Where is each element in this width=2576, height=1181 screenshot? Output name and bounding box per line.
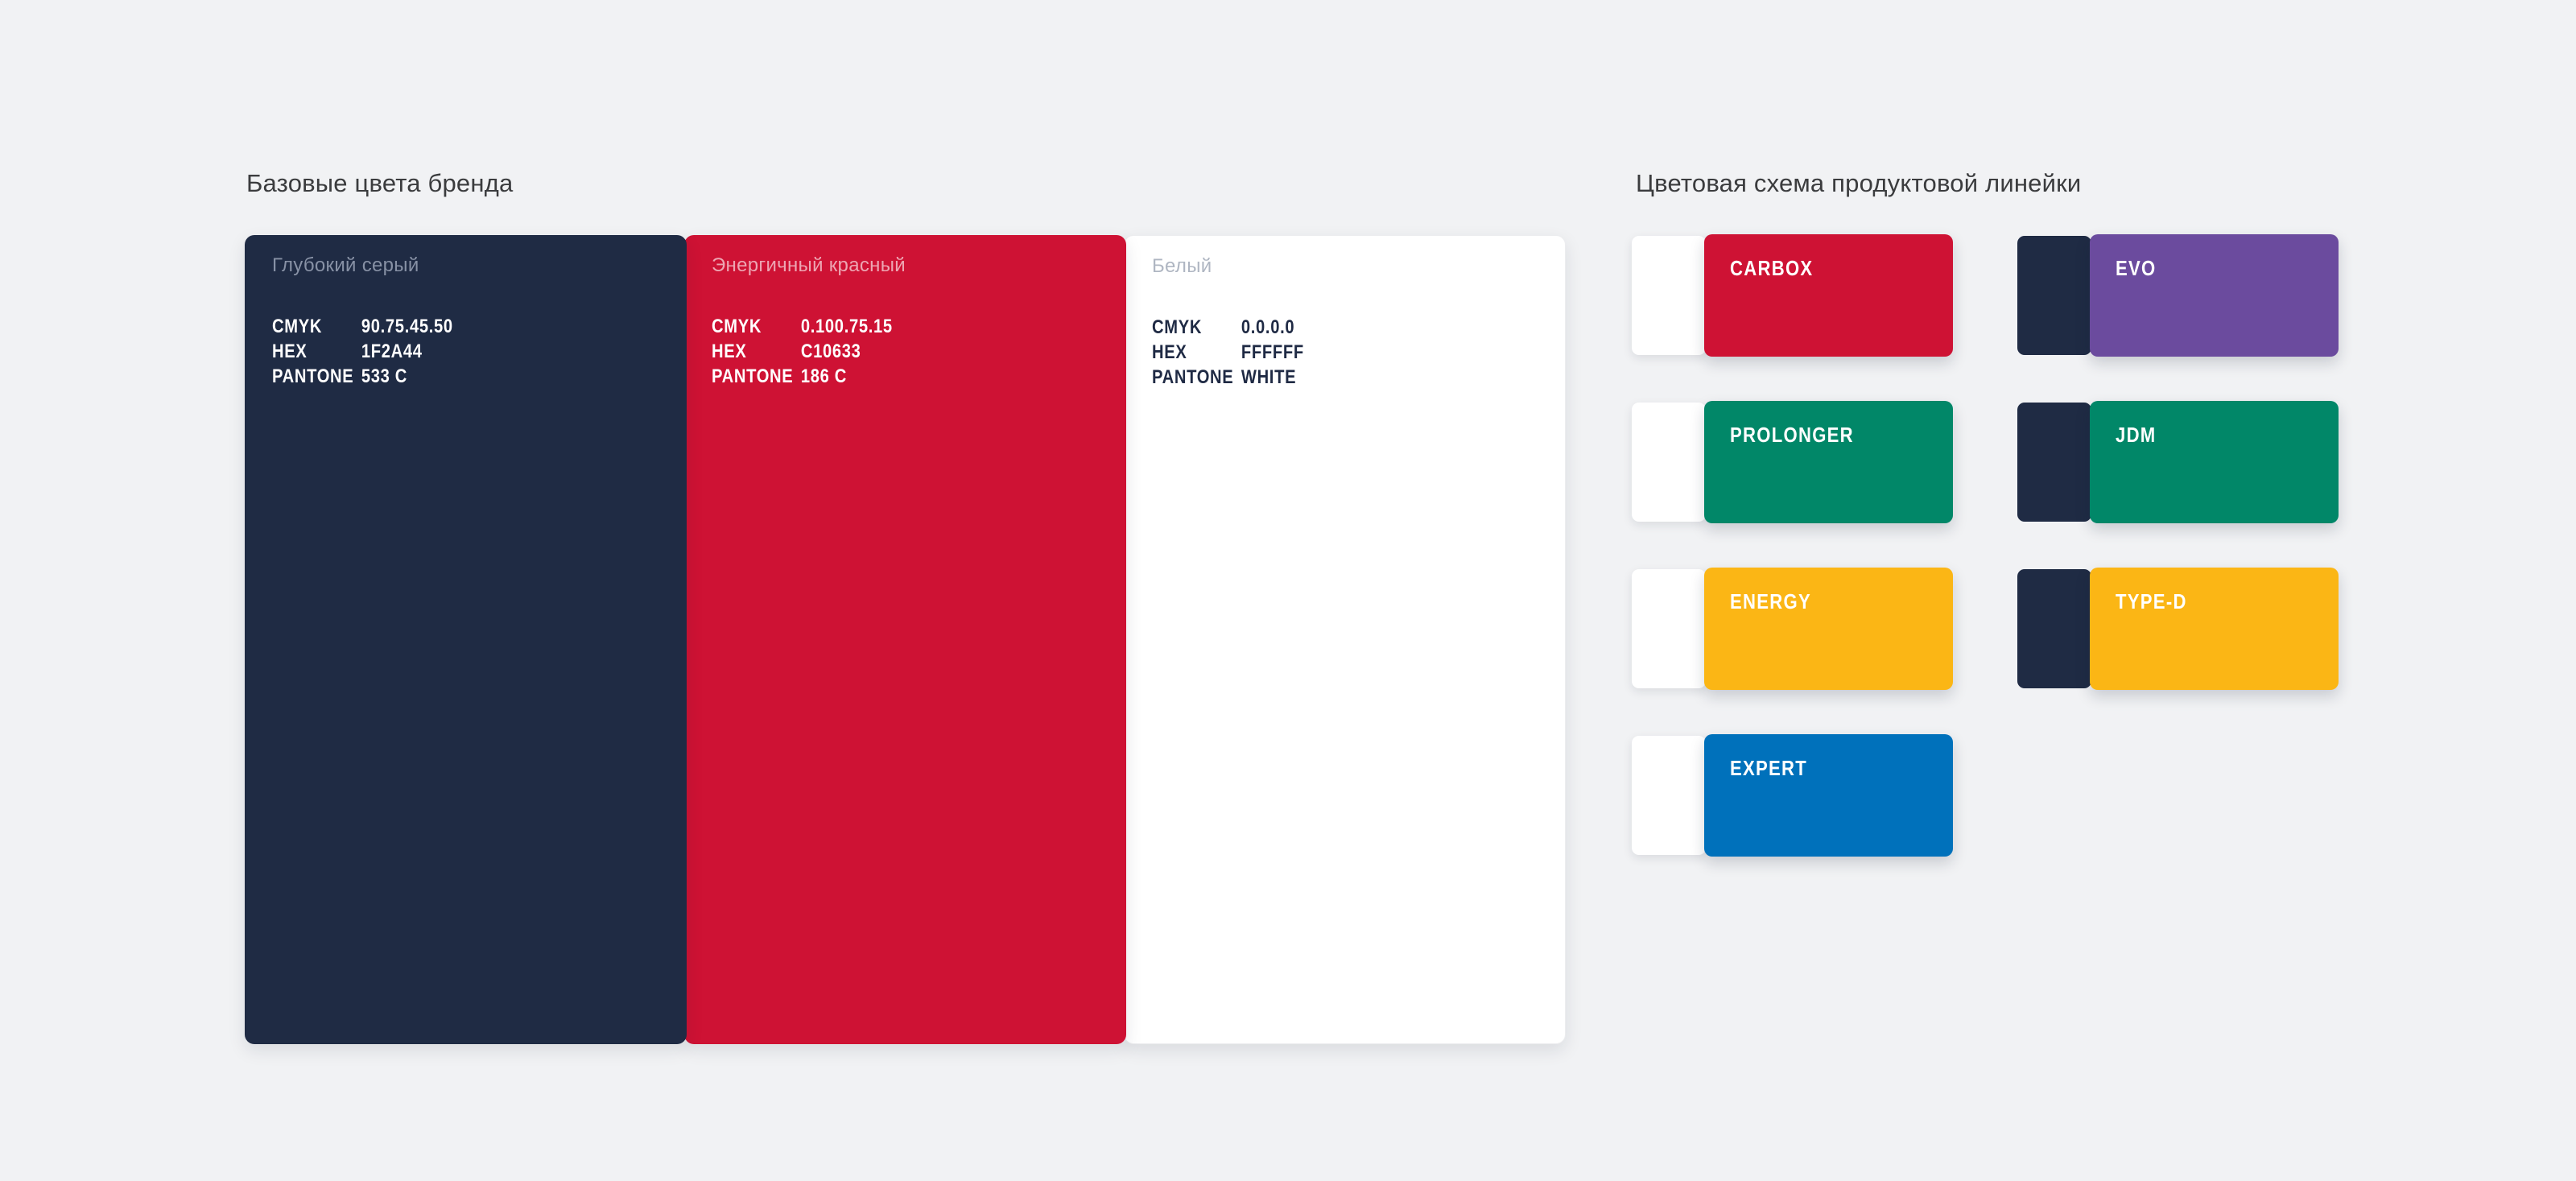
chip-tab — [1632, 236, 1706, 355]
spec-label: HEX — [272, 341, 308, 362]
spec-value: WHITE — [1241, 366, 1297, 388]
swatch-specs: CMYK 0.100.75.15 HEX C10633 PANTONE 186 … — [712, 314, 893, 389]
chip-tab — [1632, 569, 1706, 688]
chip-main: EXPERT — [1704, 734, 1953, 857]
chip-label: PROLONGER — [1730, 423, 1854, 447]
chip-label: ENERGY — [1730, 589, 1811, 613]
spec-row-pantone: PANTONE WHITE — [1152, 365, 1304, 390]
spec-label: CMYK — [712, 316, 762, 337]
swatch-card-white: Белый CMYK 0.0.0.0 HEX FFFFFF PANTONE WH… — [1124, 235, 1566, 1044]
product-chip-prolonger: PROLONGER — [1632, 401, 1953, 523]
spec-value: 1F2A44 — [361, 341, 423, 362]
spec-row-hex: HEX C10633 — [712, 339, 893, 364]
swatch-card-deep-gray: Глубокий серый CMYK 90.75.45.50 HEX 1F2A… — [245, 235, 687, 1044]
spec-value: 186 C — [800, 365, 848, 387]
spec-row-cmyk: CMYK 0.100.75.15 — [712, 314, 893, 339]
product-line-title: Цветовая схема продуктовой линейки — [1636, 169, 2082, 197]
swatch-specs: CMYK 0.0.0.0 HEX FFFFFF PANTONE WHITE — [1152, 315, 1304, 390]
spec-value: 90.75.45.50 — [361, 316, 453, 337]
spec-row-cmyk: CMYK 0.0.0.0 — [1152, 315, 1304, 340]
spec-row-hex: HEX FFFFFF — [1152, 340, 1304, 365]
chip-label: CARBOX — [1730, 256, 1814, 280]
spec-label: CMYK — [1152, 316, 1203, 338]
chip-label: JDM — [2116, 423, 2157, 447]
swatch-name: Энергичный красный — [712, 254, 906, 276]
product-chip-expert: EXPERT — [1632, 734, 1953, 857]
spec-label: PANTONE — [272, 365, 354, 387]
swatch-name: Глубокий серый — [272, 254, 419, 276]
brand-swatch-row: Глубокий серый CMYK 90.75.45.50 HEX 1F2A… — [245, 235, 1566, 1044]
chip-label: EXPERT — [1730, 756, 1808, 780]
chip-tab — [1632, 736, 1706, 855]
spec-row-cmyk: CMYK 90.75.45.50 — [272, 314, 453, 339]
swatch-name: Белый — [1152, 255, 1212, 277]
swatch-card-energetic-red: Энергичный красный CMYK 0.100.75.15 HEX … — [684, 235, 1126, 1044]
chip-main: TYPE-D — [2090, 568, 2339, 690]
chip-label: TYPE-D — [2116, 589, 2187, 613]
brand-colors-title: Базовые цвета бренда — [246, 169, 514, 197]
spec-label: CMYK — [272, 316, 323, 337]
swatch-specs: CMYK 90.75.45.50 HEX 1F2A44 PANTONE 533 … — [272, 314, 453, 389]
spec-value: 533 C — [361, 365, 408, 387]
chip-main: PROLONGER — [1704, 401, 1953, 523]
spec-row-pantone: PANTONE 186 C — [712, 364, 893, 389]
chip-main: ENERGY — [1704, 568, 1953, 690]
product-chip-carbox: CARBOX — [1632, 234, 1953, 357]
product-chip-energy: ENERGY — [1632, 568, 1953, 690]
chip-main: CARBOX — [1704, 234, 1953, 357]
chip-main: EVO — [2090, 234, 2339, 357]
chip-main: JDM — [2090, 401, 2339, 523]
product-chip-grid: CARBOX EVO PROLONGER JDM ENERGY TYPE-D — [1632, 234, 2339, 857]
product-chip-type-d: TYPE-D — [2017, 568, 2339, 690]
spec-value: 0.0.0.0 — [1241, 316, 1295, 338]
spec-value: FFFFFF — [1241, 341, 1304, 363]
chip-tab — [2017, 569, 2091, 688]
spec-label: PANTONE — [712, 365, 794, 387]
spec-label: HEX — [1152, 341, 1187, 363]
spec-value: 0.100.75.15 — [800, 316, 893, 337]
spec-row-pantone: PANTONE 533 C — [272, 364, 453, 389]
product-chip-jdm: JDM — [2017, 401, 2339, 523]
product-chip-evo: EVO — [2017, 234, 2339, 357]
spec-label: PANTONE — [1152, 366, 1234, 388]
chip-tab — [2017, 403, 2091, 522]
spec-row-hex: HEX 1F2A44 — [272, 339, 453, 364]
chip-tab — [2017, 236, 2091, 355]
spec-label: HEX — [712, 341, 747, 362]
spec-value: C10633 — [800, 341, 861, 362]
chip-label: EVO — [2116, 256, 2157, 280]
chip-tab — [1632, 403, 1706, 522]
